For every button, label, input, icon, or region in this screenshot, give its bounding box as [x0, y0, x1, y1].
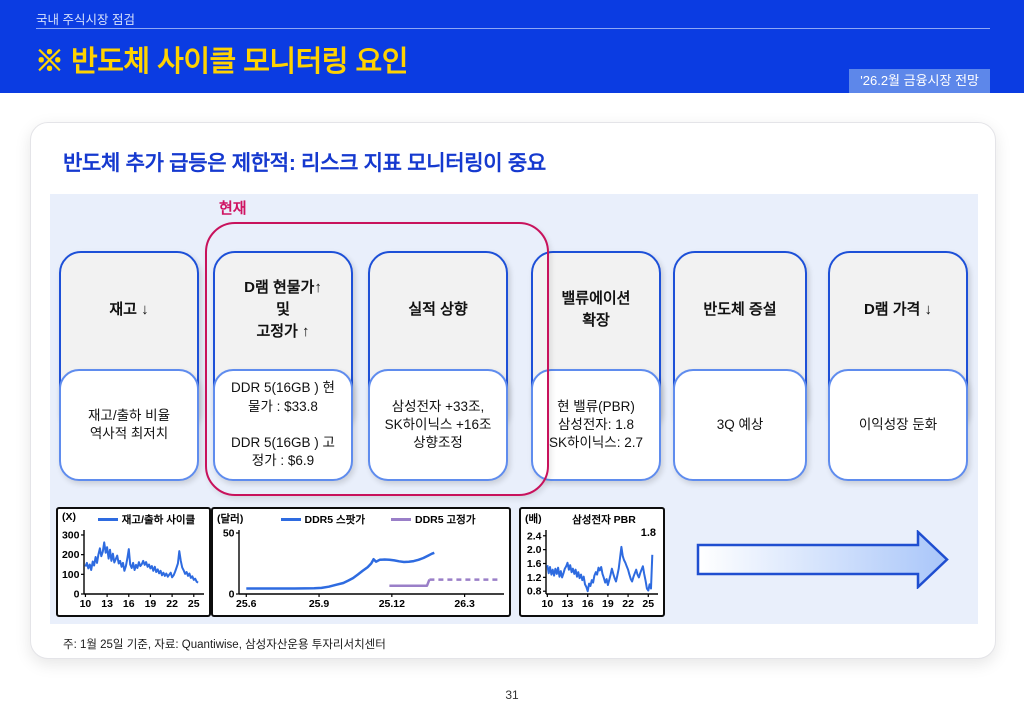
right-arrow-graphic — [696, 529, 949, 590]
factor-body-box: 재고/출하 비율 역사적 최저치 — [59, 369, 199, 481]
factor-body-box: 3Q 예상 — [673, 369, 807, 481]
svg-text:0.8: 0.8 — [527, 586, 542, 598]
svg-text:10: 10 — [80, 598, 92, 610]
svg-text:19: 19 — [145, 598, 157, 610]
legend-label: 재고/출하 사이클 — [121, 514, 196, 526]
svg-text:1.6: 1.6 — [527, 558, 542, 570]
svg-text:19: 19 — [602, 598, 614, 610]
ddr5-price-plot: 0 50 25.6 25.9 25.12 26.3 — [223, 528, 504, 610]
svg-text:50: 50 — [223, 528, 235, 540]
edition-badge: '26.2월 금융시장 전망 — [849, 69, 990, 93]
page-title: ※ 반도체 사이클 모니터링 요인 — [35, 46, 408, 78]
last-value-annotation: 1.8 — [640, 527, 656, 539]
legend-swatch — [391, 518, 411, 521]
factor-body-box: 현 밸류(PBR) 삼성전자: 1.8 SK하이닉스: 2.7 — [531, 369, 661, 481]
current-label: 현재 — [219, 200, 247, 217]
legend-item: DDR5 고정가 — [391, 512, 476, 527]
chart-inventory-cycle: 0 100 200 300 10 13 16 19 22 25 (X) 재고/출하 사이클 — [56, 507, 211, 617]
page-number: 31 — [505, 688, 519, 702]
svg-text:25: 25 — [188, 598, 200, 610]
axis-unit-label: (X) — [62, 511, 76, 523]
svg-text:2.0: 2.0 — [527, 544, 542, 556]
svg-text:26.3: 26.3 — [454, 598, 475, 610]
svg-text:16: 16 — [582, 598, 594, 610]
legend-item: 재고/출하 사이클 — [97, 512, 196, 527]
svg-text:300: 300 — [62, 529, 80, 541]
svg-text:100: 100 — [62, 569, 80, 581]
svg-text:25.6: 25.6 — [236, 598, 257, 610]
svg-text:22: 22 — [622, 598, 634, 610]
svg-text:2.4: 2.4 — [527, 530, 542, 542]
svg-text:16: 16 — [123, 598, 135, 610]
svg-text:22: 22 — [166, 598, 178, 610]
svg-text:13: 13 — [101, 598, 113, 610]
svg-text:200: 200 — [62, 549, 80, 561]
legend-swatch — [280, 518, 301, 521]
chart-ddr5-prices: 0 50 25.6 25.9 25.12 26.3 (달러) DDR5 스팟가 DDR5 … — [211, 507, 511, 617]
svg-text:10: 10 — [542, 598, 554, 610]
chart-samsung-pbr: 0.8 1.2 1.6 2.0 2.4 10 13 16 19 22 25 (배) 삼성전자 PBR… — [519, 507, 665, 617]
axis-unit-label: (달러) — [217, 513, 244, 525]
footnote: 주: 1월 25일 기준, 자료: Quantiwise, 삼성자산운용 투자리… — [63, 639, 386, 651]
svg-text:25: 25 — [642, 598, 654, 610]
svg-text:25.9: 25.9 — [309, 598, 330, 610]
inventory-cycle-plot: 0 100 200 300 10 13 16 19 22 25 — [62, 529, 204, 610]
legend-item: DDR5 스팟가 — [280, 512, 366, 527]
svg-text:0: 0 — [229, 589, 235, 601]
header-bar: 국내 주식시장 점검 ※ 반도체 사이클 모니터링 요인 '26.2월 금융시장… — [0, 0, 1024, 93]
axis-unit-label: (배) — [525, 513, 542, 525]
slide-card: 반도체 추가 급등은 제한적: 리스크 지표 모니터링이 중요 재고 ↓ 재고/… — [30, 122, 996, 659]
legend-label: DDR5 고정가 — [415, 514, 476, 526]
svg-text:0: 0 — [74, 589, 80, 601]
samsung-pbr-plot: 0.8 1.2 1.6 2.0 2.4 10 13 16 19 22 25 — [527, 530, 658, 610]
factor-body-box: DDR 5(16GB ) 현 물가 : $33.8 DDR 5(16GB ) 고… — [213, 369, 353, 481]
eyebrow-divider — [36, 28, 990, 29]
svg-text:25.12: 25.12 — [379, 598, 405, 610]
slide-title: 반도체 추가 급등은 제한적: 리스크 지표 모니터링이 중요 — [63, 152, 546, 175]
svg-text:13: 13 — [562, 598, 574, 610]
factor-body-box: 삼성전자 +33조, SK하이닉스 +16조 상향조정 — [368, 369, 508, 481]
chart-title: 삼성전자 PBR — [572, 514, 636, 526]
svg-text:1.2: 1.2 — [527, 572, 542, 584]
legend-swatch — [97, 518, 118, 521]
section-eyebrow: 국내 주식시장 점검 — [36, 13, 135, 27]
factor-body-box: 이익성장 둔화 — [828, 369, 968, 481]
legend-label: DDR5 스팟가 — [304, 514, 366, 526]
